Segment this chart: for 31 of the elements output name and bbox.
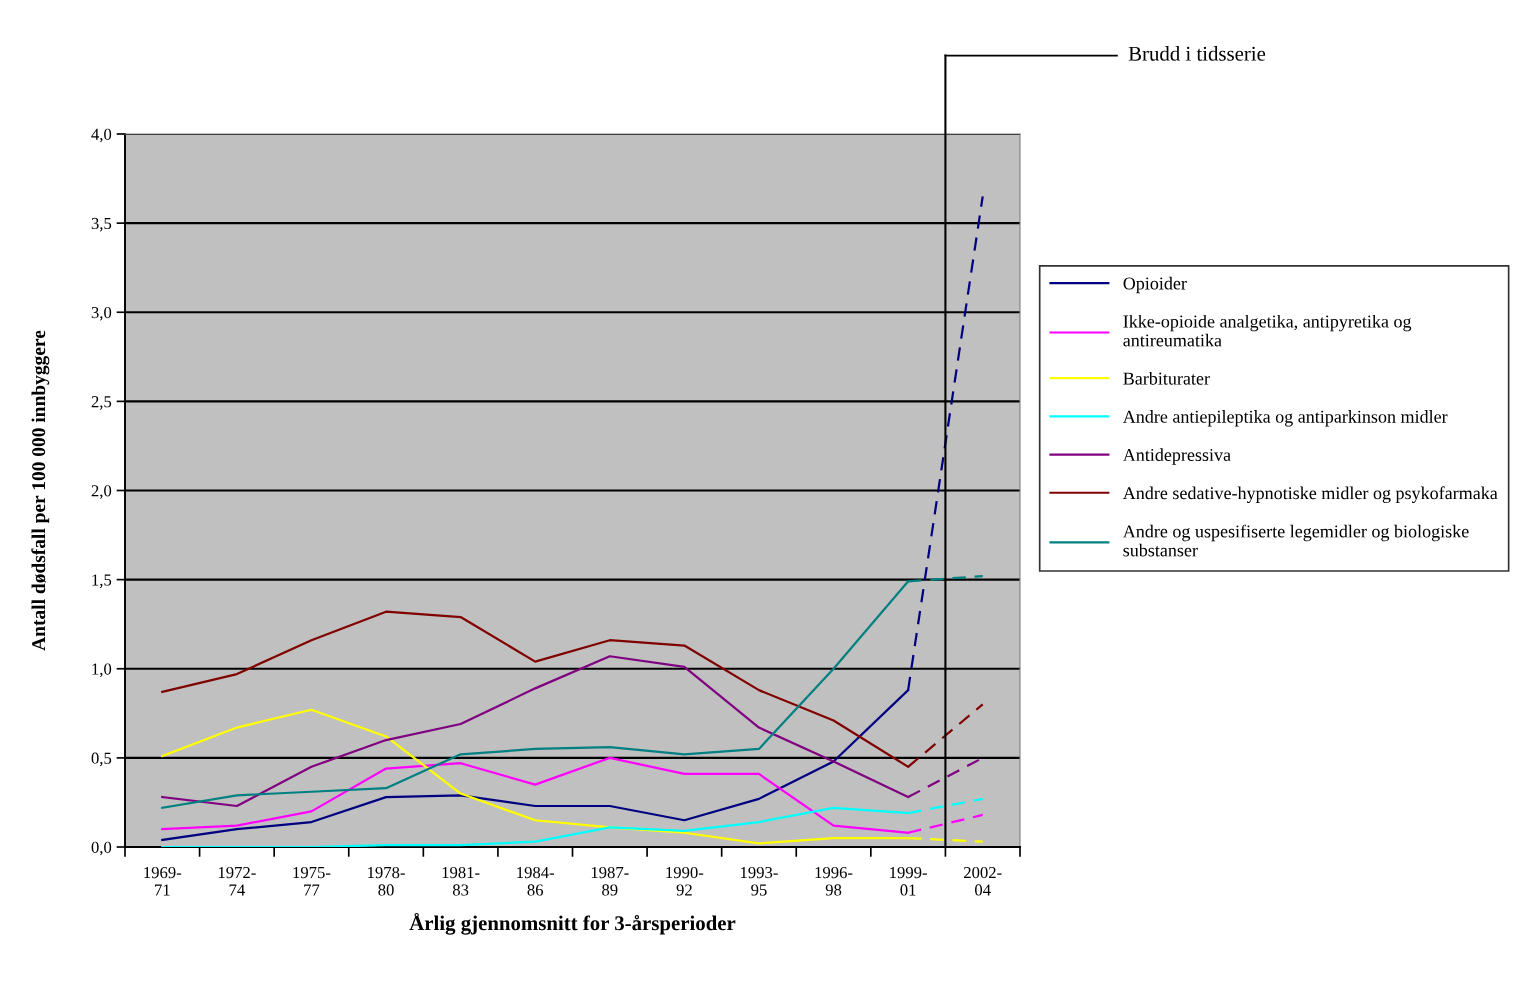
x-tick-label: 1993- 95 xyxy=(740,866,778,896)
legend-label: Ikke-opioide analgetika, antipyretika og antireumatika xyxy=(1123,314,1412,347)
x-tick-label: 1978- 80 xyxy=(368,866,405,896)
x-tick-label: 1999- 01 xyxy=(890,866,927,896)
y-axis-title: Antall dødsfall per 100 000 innbyggere xyxy=(31,330,50,651)
x-tick-label: 1975- 77 xyxy=(293,866,331,896)
y-tick-label: 1,5 xyxy=(92,574,112,588)
x-tick-label: 2002- 04 xyxy=(964,866,1002,896)
y-tick-label: 3,5 xyxy=(91,217,112,232)
y-tick-label: 2,0 xyxy=(91,485,112,499)
x-tick-label: 1972- 74 xyxy=(218,866,256,896)
legend-label: Andre sedative-hypnotiske midler og psykofarmaka xyxy=(1122,486,1498,503)
x-tick-label: 1987- 89 xyxy=(591,866,629,896)
legend-label: Opioider xyxy=(1123,276,1187,294)
y-tick-label: 2,5 xyxy=(91,396,112,410)
legend-label: Barbiturater xyxy=(1123,371,1210,385)
y-tick-label: 0,5 xyxy=(91,752,112,767)
y-tick-label: 1,0 xyxy=(92,663,112,678)
legend-label: Andre og uspesifiserte legemidler og biologiske substanser xyxy=(1122,524,1469,557)
x-axis-title: Årlig gjennomsnitt for 3-årsperioder xyxy=(409,912,736,935)
y-tick-label: 3,0 xyxy=(91,306,112,321)
y-tick-label: 0,0 xyxy=(91,841,112,856)
legend-label: Antidepressiva xyxy=(1122,448,1231,465)
x-tick-label: 1990- 92 xyxy=(666,866,704,896)
x-tick-label: 1984- 86 xyxy=(517,866,555,896)
x-tick-label: 1981- 83 xyxy=(442,866,480,896)
legend-label: Andre antiepileptika og antiparkinson midler xyxy=(1122,410,1448,427)
x-tick-label: 1996- 98 xyxy=(815,866,853,896)
x-tick-label: 1969- 71 xyxy=(144,866,182,896)
text: Brudd i tidsserie xyxy=(1128,46,1266,61)
y-tick-label: 4,0 xyxy=(91,128,112,143)
